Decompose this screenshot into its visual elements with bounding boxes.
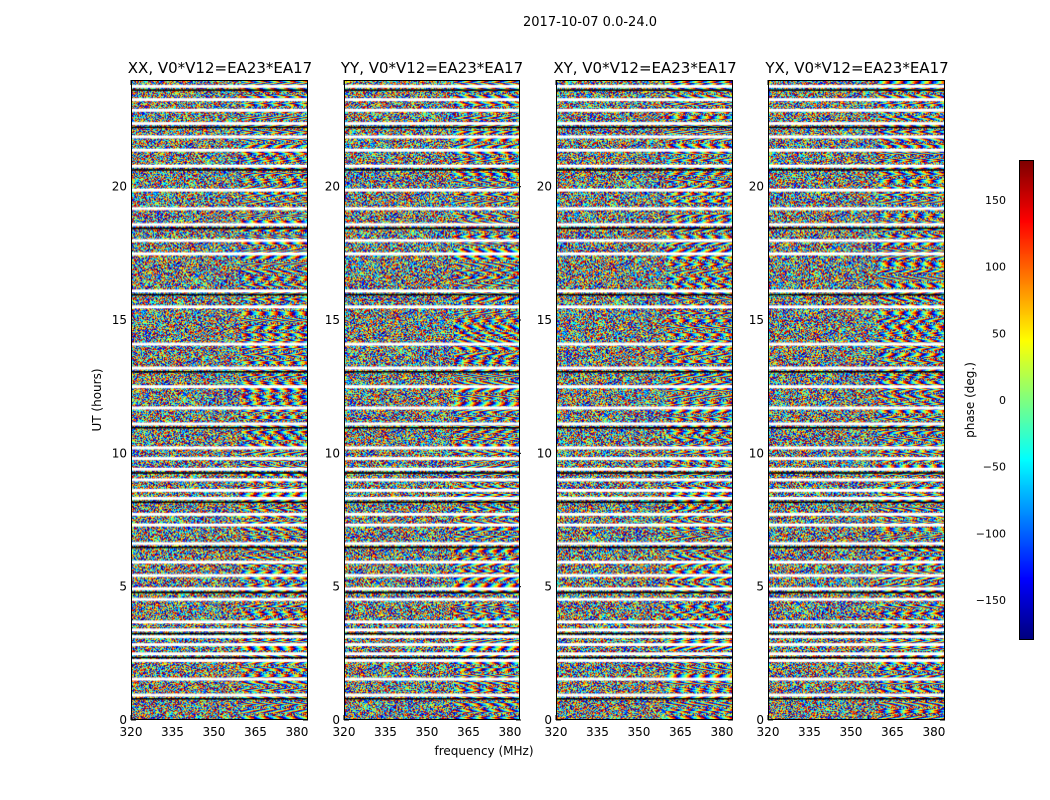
x-tick-label: 335 bbox=[586, 725, 609, 739]
x-tick-label: 335 bbox=[798, 725, 821, 739]
x-tick-label: 350 bbox=[416, 725, 439, 739]
y-tick-label: 20 bbox=[325, 180, 340, 194]
panel-title: YX, V0*V12=EA23*EA17 bbox=[764, 59, 948, 77]
x-tick-label: 380 bbox=[498, 725, 521, 739]
y-tick-label: 20 bbox=[749, 180, 764, 194]
figure-suptitle: 2017-10-07 0.0-24.0 bbox=[523, 15, 657, 30]
x-tick-label: 335 bbox=[374, 725, 397, 739]
phase-waterfall-xy bbox=[556, 80, 733, 720]
y-tick-label: 20 bbox=[537, 180, 552, 194]
x-tick-label: 350 bbox=[203, 725, 226, 739]
phase-waterfall-yx bbox=[768, 80, 945, 720]
y-tick-label: 0 bbox=[119, 713, 127, 727]
x-tick-label: 365 bbox=[881, 725, 904, 739]
y-tick-label: 0 bbox=[756, 713, 764, 727]
x-tick-label: 365 bbox=[669, 725, 692, 739]
phase-waterfall-xx bbox=[131, 80, 308, 720]
y-tick-label: 15 bbox=[537, 313, 552, 327]
x-axis-ticks: 320 335 350 365 380 bbox=[545, 80, 733, 739]
panel-title: XY, V0*V12=EA23*EA17 bbox=[553, 59, 736, 77]
y-tick-label: 10 bbox=[537, 446, 552, 460]
y-tick-label: 15 bbox=[112, 313, 127, 327]
colorbar-tick-label: 150 bbox=[985, 194, 1006, 207]
y-axis-label: UT (hours) bbox=[90, 368, 104, 431]
colorbar-tick-label: 0 bbox=[999, 394, 1006, 407]
phase-waterfall-yy bbox=[344, 80, 520, 720]
x-tick-label: 320 bbox=[120, 725, 143, 739]
colorbar-tick-label: −100 bbox=[976, 527, 1006, 540]
y-tick-label: 15 bbox=[325, 313, 340, 327]
colorbar bbox=[1019, 160, 1034, 640]
x-tick-label: 350 bbox=[840, 725, 863, 739]
x-tick-label: 335 bbox=[161, 725, 184, 739]
x-tick-label: 365 bbox=[244, 725, 267, 739]
y-tick-label: 5 bbox=[119, 580, 127, 594]
panel-yy: YY, V0*V12=EA23*EA17 320 335 350 365 380 0 5 1… bbox=[325, 59, 523, 739]
x-tick-label: 320 bbox=[333, 725, 356, 739]
x-tick-label: 350 bbox=[628, 725, 651, 739]
y-tick-label: 5 bbox=[332, 580, 340, 594]
colorbar-tick-label: −50 bbox=[983, 461, 1006, 474]
panel-title: YY, V0*V12=EA23*EA17 bbox=[340, 59, 523, 77]
y-axis-ticks: 0 5 10 15 20 bbox=[112, 180, 308, 727]
y-tick-label: 15 bbox=[749, 313, 764, 327]
x-tick-label: 365 bbox=[457, 725, 480, 739]
x-tick-label: 320 bbox=[757, 725, 780, 739]
y-tick-label: 10 bbox=[112, 446, 127, 460]
y-tick-label: 10 bbox=[325, 446, 340, 460]
panel-title: XX, V0*V12=EA23*EA17 bbox=[128, 59, 312, 77]
y-tick-label: 5 bbox=[756, 580, 764, 594]
x-tick-label: 380 bbox=[285, 725, 308, 739]
y-tick-label: 10 bbox=[749, 446, 764, 460]
colorbar-tick-label: 100 bbox=[985, 261, 1006, 274]
panel-xx: XX, V0*V12=EA23*EA17 320 335 350 365 380 0 5 1… bbox=[112, 59, 313, 739]
y-tick-label: 20 bbox=[112, 180, 127, 194]
colorbar-label: phase (deg.) bbox=[963, 362, 977, 438]
colorbar-tick-label: −150 bbox=[976, 594, 1006, 607]
x-axis-label: frequency (MHz) bbox=[434, 744, 533, 758]
y-tick-label: 0 bbox=[332, 713, 340, 727]
x-tick-label: 320 bbox=[545, 725, 568, 739]
y-tick-label: 0 bbox=[544, 713, 552, 727]
x-tick-label: 380 bbox=[710, 725, 733, 739]
y-tick-label: 5 bbox=[544, 580, 552, 594]
colorbar-tick-label: 50 bbox=[992, 327, 1006, 340]
panel-xy: XY, V0*V12=EA23*EA17 320 335 350 365 380 0 5 1… bbox=[537, 59, 737, 739]
x-tick-label: 380 bbox=[922, 725, 945, 739]
x-axis-ticks: 320 335 350 365 380 bbox=[333, 80, 521, 739]
